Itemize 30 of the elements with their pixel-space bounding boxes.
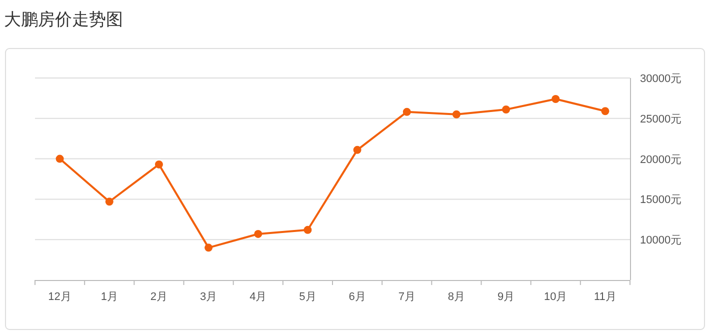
- point: [502, 106, 510, 114]
- x-tick-label: 3月: [200, 291, 218, 303]
- point: [204, 244, 213, 252]
- x-tick-label: 7月: [398, 291, 416, 303]
- x-tick-label: 8月: [448, 291, 466, 303]
- chart-title: 大鹏房价走势图: [4, 10, 123, 29]
- x-tick-label: 5月: [299, 291, 316, 303]
- x-tick-label: 1月: [100, 291, 118, 303]
- x-tick-label: 2月: [150, 291, 168, 303]
- point: [105, 198, 114, 206]
- x-tick-label: 9月: [497, 291, 515, 303]
- y-tick-label: 10000元: [640, 234, 682, 247]
- x-tick-label: 4月: [250, 291, 267, 303]
- y-tick-label: 15000元: [640, 194, 682, 206]
- x-tick-label: 10月: [544, 291, 568, 303]
- x-tick-label: 12月: [48, 291, 72, 303]
- point: [601, 107, 610, 116]
- point: [452, 110, 460, 118]
- y-tick-label: 20000元: [640, 154, 682, 166]
- point: [154, 160, 163, 168]
- point: [56, 154, 64, 163]
- point: [304, 226, 312, 234]
- x-tick-label: 6月: [348, 291, 366, 303]
- point: [402, 108, 411, 116]
- y-tick-label: 30000元: [640, 73, 682, 85]
- point: [552, 95, 560, 104]
- point: [353, 146, 362, 154]
- y-tick-label: 25000元: [640, 113, 682, 126]
- x-tick-label: 11月: [594, 291, 616, 303]
- point: [254, 230, 262, 238]
